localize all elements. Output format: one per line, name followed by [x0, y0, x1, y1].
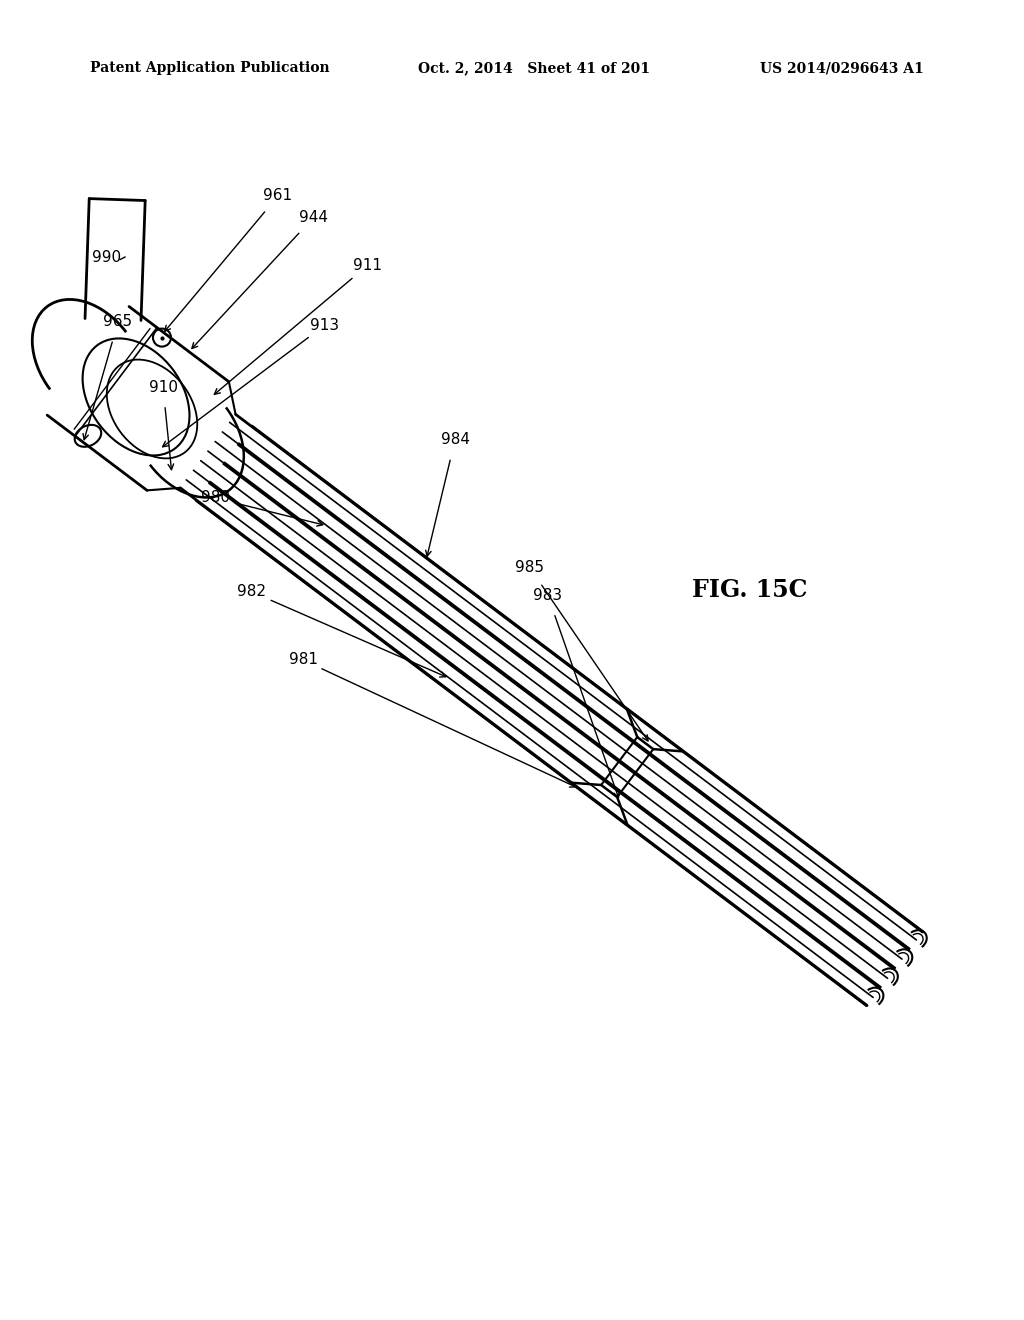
Text: 911: 911 — [353, 257, 383, 272]
Text: 944: 944 — [299, 210, 328, 226]
Text: 913: 913 — [310, 318, 340, 333]
Text: 982: 982 — [238, 585, 266, 599]
Text: US 2014/0296643 A1: US 2014/0296643 A1 — [760, 61, 924, 75]
Text: Patent Application Publication: Patent Application Publication — [90, 61, 330, 75]
Text: 981: 981 — [289, 652, 317, 668]
Text: 980: 980 — [201, 491, 229, 506]
Text: 965: 965 — [103, 314, 132, 330]
Text: 961: 961 — [263, 189, 293, 203]
Text: 910: 910 — [148, 380, 177, 395]
Text: 983: 983 — [534, 589, 562, 603]
Text: 990: 990 — [92, 249, 122, 264]
Text: FIG. 15C: FIG. 15C — [692, 578, 808, 602]
Text: 984: 984 — [440, 433, 469, 447]
Text: Oct. 2, 2014   Sheet 41 of 201: Oct. 2, 2014 Sheet 41 of 201 — [418, 61, 650, 75]
Text: 985: 985 — [515, 561, 545, 576]
